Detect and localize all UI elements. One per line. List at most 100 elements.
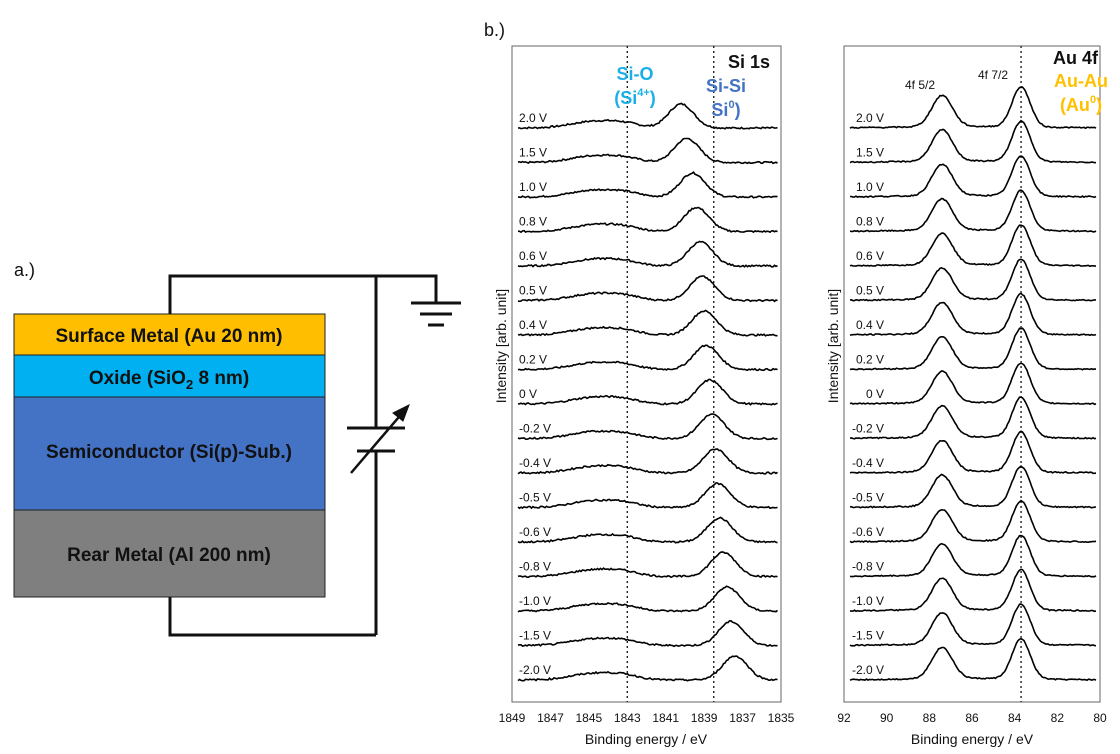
si1s-title: Si 1s (728, 52, 770, 72)
si1s-trace (517, 240, 778, 268)
peak-label-4f52: 4f 5/2 (905, 78, 935, 92)
au4f-voltage-label: 2.0 V (856, 111, 884, 125)
si1s-tick-label: 1843 (614, 711, 641, 725)
au4f-trace (849, 119, 1097, 164)
surface-metal-label: Surface Metal (Au 20 nm) (56, 326, 283, 347)
si1s-voltage-label: -0.4 V (519, 456, 551, 470)
au4f-title: Au 4f (1053, 48, 1099, 68)
si1s-trace (517, 206, 778, 234)
variable-voltage-source-icon (347, 403, 410, 474)
au4f-voltage-label: 0.4 V (856, 318, 884, 332)
si1s-trace (517, 275, 778, 303)
au4f-voltage-label: -1.5 V (852, 629, 884, 643)
bottom-wire (168, 597, 376, 637)
si1s-voltage-label: -2.0 V (519, 663, 551, 677)
si-o-sublabel: (Si4+) (614, 87, 656, 108)
si-si-sublabel: Si0) (711, 99, 740, 120)
au4f-trace (849, 534, 1097, 578)
au-au-label: Au-Au (1054, 71, 1108, 91)
au4f-voltage-label: -2.0 V (852, 663, 884, 677)
circuit (168, 274, 438, 637)
si1s-voltage-label: -0.5 V (519, 491, 551, 505)
si1s-x-ticks: 1849 1847 1845 1843 1841 1839 1837 1835 (499, 711, 795, 725)
au4f-tick-label: 90 (880, 711, 894, 725)
si1s-voltage-label: 0.8 V (519, 215, 547, 229)
si1s-voltage-label: -1.5 V (519, 629, 551, 643)
au4f-voltage-labels: 2.0 V 1.5 V 1.0 V 0.8 V 0.6 V 0.5 V 0.4 V 0.2 V… (852, 111, 884, 677)
si1s-trace (517, 309, 778, 337)
si1s-trace (517, 344, 778, 372)
au4f-trace (849, 430, 1097, 475)
si1s-voltage-label: 1.5 V (519, 146, 547, 160)
au-au-sublabel: (Au0) (1060, 94, 1102, 115)
au4f-tick-label: 86 (965, 711, 979, 725)
si1s-trace (517, 448, 778, 475)
semiconductor-layer (13, 396, 326, 511)
si1s-tick-label: 1837 (729, 711, 756, 725)
au4f-trace (849, 396, 1097, 440)
au4f-trace (850, 465, 1097, 509)
si1s-tick-label: 1845 (576, 711, 603, 725)
si1s-trace (517, 619, 778, 648)
si-si-label: Si-Si (706, 76, 746, 96)
au4f-voltage-label: 0.8 V (856, 215, 884, 229)
au4f-trace (850, 155, 1097, 199)
ground-icon (411, 301, 461, 327)
au4f-x-ticks: 92 90 88 86 84 82 80 (837, 711, 1107, 725)
au4f-voltage-label: -0.2 V (852, 422, 884, 436)
au4f-plot: 2.0 V 1.5 V 1.0 V 0.8 V 0.6 V 0.5 V 0.4 V 0.2 V… (825, 45, 1108, 747)
au4f-tick-label: 80 (1093, 711, 1107, 725)
si1s-tick-label: 1839 (691, 711, 718, 725)
au4f-trace (849, 292, 1097, 337)
au4f-tick-label: 82 (1051, 711, 1065, 725)
si1s-tick-label: 1835 (768, 711, 795, 725)
si1s-trace (517, 413, 778, 441)
au4f-ylabel: Intensity [arb. unit] (825, 289, 841, 403)
si1s-trace (517, 551, 778, 579)
si1s-trace (517, 655, 778, 682)
si1s-plot: 2.0 V 1.5 V 1.0 V 0.8 V 0.6 V 0.5 V 0.4 V 0.2 V… (493, 45, 795, 747)
si1s-voltage-label: -0.2 V (519, 422, 551, 436)
au4f-trace (849, 362, 1097, 406)
panel-a-label: a.) (14, 260, 35, 280)
au4f-voltage-label: -0.6 V (852, 525, 884, 539)
si1s-voltage-label: 0.5 V (519, 284, 547, 298)
device-stack: Surface Metal (Au 20 nm) Oxide (SiO2 8 n… (13, 313, 326, 598)
oxide-label: Oxide (SiO2 8 nm) (89, 368, 249, 392)
au4f-trace (849, 499, 1097, 544)
oxide-layer (13, 354, 326, 398)
au4f-trace (849, 258, 1096, 302)
au4f-trace (849, 86, 1097, 130)
si1s-voltage-label: 0 V (519, 387, 537, 401)
si1s-trace (517, 171, 778, 199)
si1s-voltage-label: -1.0 V (519, 594, 551, 608)
au4f-voltage-label: -1.0 V (852, 594, 884, 608)
au4f-trace (849, 327, 1097, 371)
au4f-voltage-label: 0.5 V (856, 284, 884, 298)
rear-metal-layer (13, 509, 326, 598)
si1s-voltage-label: 0.6 V (519, 249, 547, 263)
au4f-voltage-label: -0.5 V (852, 491, 884, 505)
au4f-voltage-label: 0.2 V (856, 353, 884, 367)
peak-label-4f72: 4f 7/2 (978, 68, 1008, 82)
top-wire (168, 274, 438, 314)
si1s-trace (517, 137, 778, 165)
au4f-trace (849, 603, 1097, 647)
au4f-trace (849, 189, 1097, 233)
au4f-tick-label: 84 (1008, 711, 1022, 725)
si1s-trace (517, 585, 779, 613)
si1s-tick-label: 1841 (652, 711, 679, 725)
si1s-ylabel: Intensity [arb. unit] (493, 289, 509, 403)
si1s-voltage-labels: 2.0 V 1.5 V 1.0 V 0.8 V 0.6 V 0.5 V 0.4 V 0.2 V… (519, 111, 551, 677)
au4f-trace (849, 637, 1097, 682)
si1s-trace (517, 102, 778, 130)
au4f-trace (849, 568, 1097, 613)
au4f-voltage-label: 1.5 V (856, 146, 884, 160)
au4f-trace (849, 224, 1097, 268)
surface-metal-layer (13, 313, 326, 356)
au4f-xlabel: Binding energy / eV (911, 731, 1034, 747)
au4f-tick-label: 88 (923, 711, 937, 725)
rear-metal-label: Rear Metal (Al 200 nm) (67, 545, 271, 566)
au4f-voltage-label: 0 V (866, 387, 884, 401)
